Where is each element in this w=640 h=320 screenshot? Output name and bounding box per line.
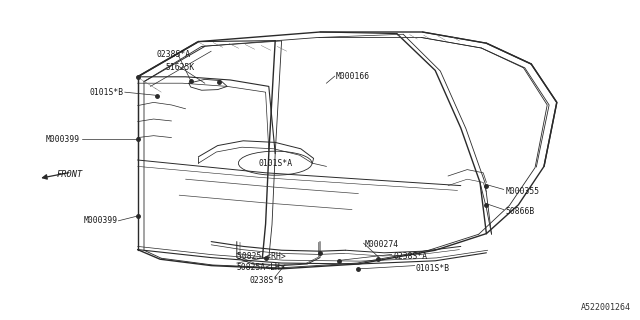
Text: M000274: M000274 — [365, 240, 399, 249]
Text: 0101S*B: 0101S*B — [90, 88, 124, 97]
Text: M000355: M000355 — [506, 188, 540, 196]
Text: 50825A<LH>: 50825A<LH> — [237, 263, 285, 272]
Text: 0101S*B: 0101S*B — [416, 264, 450, 273]
Text: 51625K: 51625K — [165, 63, 195, 72]
Text: 0238S*A: 0238S*A — [157, 50, 191, 59]
Text: A522001264: A522001264 — [580, 303, 630, 312]
Text: 50866B: 50866B — [506, 207, 535, 216]
Text: 0101S*A: 0101S*A — [258, 159, 292, 168]
Text: M000399: M000399 — [83, 216, 117, 225]
Text: FRONT: FRONT — [56, 170, 83, 179]
Text: 0238S*B: 0238S*B — [250, 276, 284, 285]
Text: M000166: M000166 — [336, 72, 370, 81]
Text: 50825 <RH>: 50825 <RH> — [237, 252, 285, 261]
Text: 0238S*A: 0238S*A — [394, 252, 428, 261]
Text: M000399: M000399 — [46, 135, 80, 144]
